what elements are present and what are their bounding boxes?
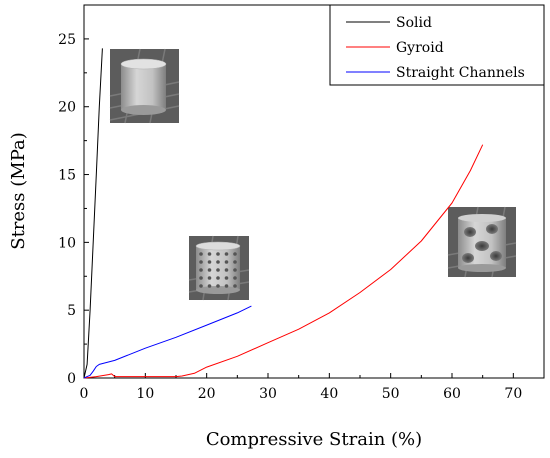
x-tick-label: 0 [80,386,89,402]
y-tick-label: 20 [58,100,76,116]
y-axis-title: Stress (MPa) [8,132,29,250]
x-tick-label: 50 [382,386,400,402]
series-line-gyroid [83,144,484,379]
y-tick-label: 0 [67,371,76,387]
y-axis-ticks: 0 5 10 15 20 25 [58,32,89,387]
solid-cylinder-image [109,48,180,124]
x-axis-ticks: 0 10 20 30 40 50 60 70 [80,373,522,402]
x-tick-label: 10 [136,386,154,402]
legend-label-gyroid: Gyroid [396,40,444,56]
gyroid-cylinder-image [447,206,517,278]
straight-channels-cylinder-image [188,235,250,301]
x-tick-label: 60 [443,386,461,402]
legend-label-solid: Solid [396,15,432,31]
x-tick-label: 20 [198,386,216,402]
y-tick-label: 15 [58,168,76,184]
x-tick-label: 40 [320,386,338,402]
x-axis-title: Compressive Strain (%) [206,429,422,450]
series-layer [83,48,484,379]
y-tick-label: 25 [58,32,76,48]
y-tick-label: 5 [67,303,76,319]
legend-label-straight-channels: Straight Channels [396,65,525,81]
x-tick-label: 30 [259,386,277,402]
legend: Solid Gyroid Straight Channels [329,4,545,86]
x-tick-label: 70 [504,386,522,402]
y-tick-label: 10 [58,235,76,251]
series-line-solid [83,48,103,379]
plot-frame [83,4,545,379]
series-line-straight-channels [83,305,252,379]
